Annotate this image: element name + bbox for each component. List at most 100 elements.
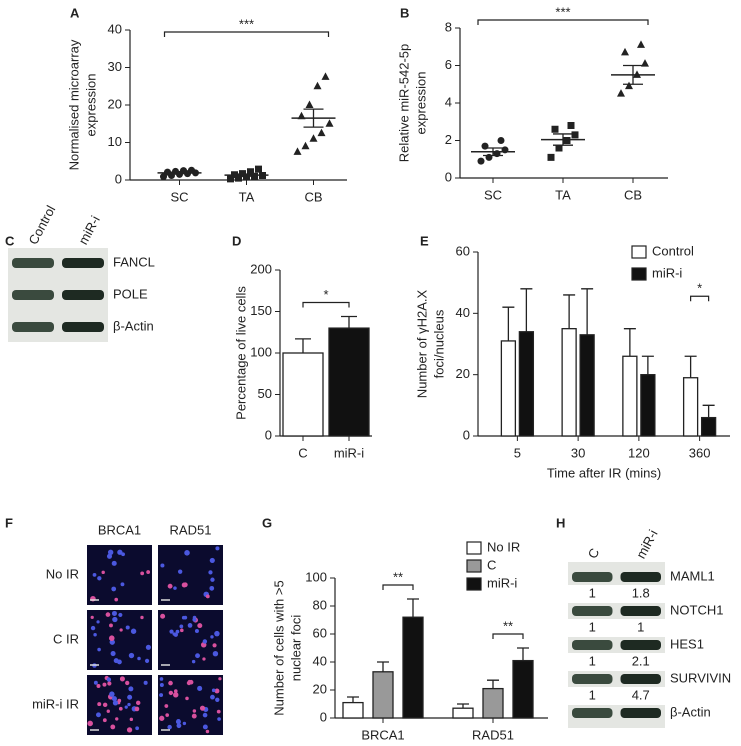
ratio-row-bg (568, 585, 665, 603)
y-tick-label: 0 (463, 427, 470, 442)
nucleus (159, 677, 164, 681)
ratio-label: 1.8 (632, 585, 650, 600)
nucleus (209, 585, 215, 591)
nucleus (184, 550, 190, 556)
x-axis-label: Time after IR (mins) (547, 465, 661, 480)
legend-swatch (466, 559, 482, 573)
nucleus (110, 724, 116, 730)
nucleus (205, 594, 210, 599)
nucleus (119, 676, 125, 682)
micrograph (158, 545, 223, 605)
nucleus (167, 583, 173, 589)
data-point (160, 173, 167, 181)
nucleus (130, 628, 137, 634)
nucleus (102, 718, 107, 723)
nucleus (173, 586, 177, 590)
data-point (567, 122, 575, 129)
nucleus (165, 713, 169, 717)
band-label: SURVIVIN (670, 670, 731, 685)
nucleus (112, 616, 118, 623)
legend-label: No IR (487, 539, 520, 554)
y-tick-label: 0 (445, 169, 452, 184)
nucleus (125, 625, 130, 630)
nucleus (90, 615, 94, 620)
nucleus (140, 615, 144, 620)
nucleus (197, 623, 203, 629)
ratio-label: 4.7 (632, 687, 650, 702)
significance-label: * (323, 287, 328, 302)
data-point (625, 81, 633, 90)
nucleus (176, 723, 182, 729)
data-point (317, 128, 326, 137)
bar (402, 616, 424, 719)
nucleus (160, 613, 166, 619)
blot-band (572, 606, 613, 616)
error-bar (702, 404, 715, 418)
error-bar (581, 288, 594, 335)
nucleus (202, 712, 208, 718)
nucleus (126, 727, 133, 733)
bar (622, 355, 638, 437)
nucleus (191, 713, 197, 719)
nucleus (160, 563, 165, 568)
nucleus (140, 571, 145, 576)
blot-band (572, 708, 613, 718)
nucleus (175, 719, 181, 725)
nucleus (97, 647, 101, 652)
nucleus (159, 693, 164, 698)
error-bar (684, 355, 697, 378)
nucleus (192, 709, 197, 713)
nucleus (134, 706, 140, 712)
micrograph (158, 675, 223, 735)
ratio-row-bg (568, 687, 665, 705)
data-point (305, 100, 314, 108)
data-point (497, 137, 505, 144)
nucleus (168, 690, 174, 696)
y-tick-label: 0 (115, 171, 122, 186)
nucleus (92, 573, 97, 577)
ratio-label: 1 (637, 619, 644, 634)
micrograph (158, 610, 223, 670)
y-tick-label: 100 (250, 344, 272, 359)
ratio-label: 1 (589, 687, 596, 702)
y-tick-label: 20 (313, 681, 327, 696)
nucleus (106, 709, 110, 713)
nucleus (146, 570, 151, 574)
nucleus (113, 658, 119, 664)
data-point (313, 81, 322, 90)
band-label: HES1 (670, 636, 704, 651)
legend-label: miR-i (652, 265, 682, 280)
data-point (551, 125, 559, 133)
nucleus (180, 628, 184, 633)
legend-swatch (466, 577, 482, 591)
ratio-label: 1 (589, 619, 596, 634)
error-bar (295, 338, 311, 353)
y-tick-label: 150 (250, 303, 272, 318)
y-tick-label: 10 (108, 134, 122, 149)
y-tick-label: 80 (313, 597, 327, 612)
blot-band (572, 674, 613, 684)
significance-label: *** (239, 16, 254, 31)
nucleus (107, 681, 112, 686)
legend-label: Control (652, 243, 694, 258)
nucleus (192, 617, 197, 622)
nucleus (135, 700, 141, 706)
nucleus (191, 659, 196, 664)
blot-band (620, 640, 661, 650)
x-tick-label: CB (624, 187, 642, 202)
nucleus (96, 620, 100, 624)
significance-bracket (163, 31, 330, 37)
nucleus (124, 705, 128, 709)
nucleus (214, 630, 220, 637)
data-point (247, 168, 254, 176)
x-tick-label: TA (555, 187, 571, 202)
nucleus (109, 623, 113, 628)
nucleus (212, 650, 219, 657)
nucleus (96, 683, 101, 688)
legend-label: C (487, 557, 496, 572)
error-bar (377, 661, 389, 672)
y-axis-label: foci/nucleus (431, 309, 446, 378)
blot-band (12, 290, 54, 300)
data-point (563, 137, 571, 144)
ratio-row-bg (568, 619, 665, 637)
